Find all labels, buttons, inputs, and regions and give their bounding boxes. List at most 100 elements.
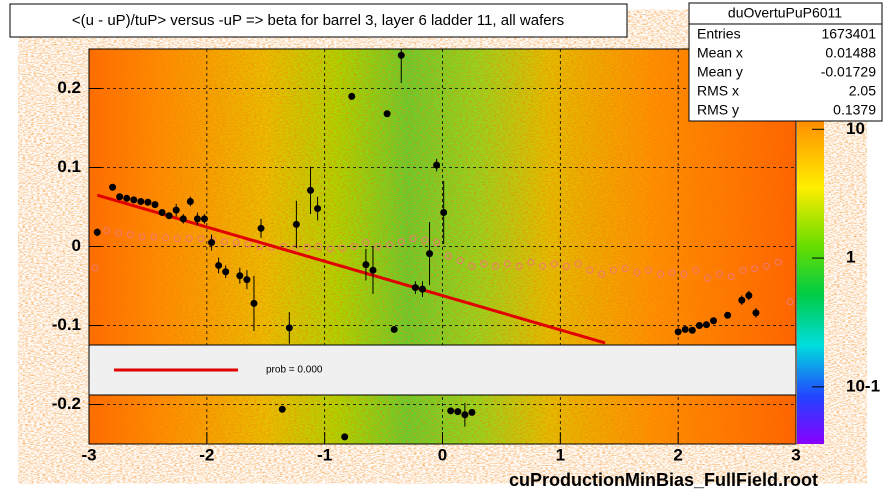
profile-point [409, 235, 417, 243]
stats-value: 0.1379 [833, 102, 876, 118]
data-point [130, 196, 138, 204]
data-point [208, 239, 216, 247]
stats-value: -0.01729 [821, 64, 876, 80]
data-point [695, 322, 703, 329]
data-point [307, 186, 315, 194]
stats-title: duOvertuPuP6011 [728, 5, 842, 21]
profile-point [515, 262, 523, 270]
profile-point [232, 239, 240, 247]
data-point [426, 250, 434, 258]
data-point [411, 284, 419, 292]
stats-value: 1673401 [821, 26, 876, 42]
y-tick-label: -0.1 [52, 315, 81, 334]
title-box [9, 3, 628, 38]
profile-point [350, 243, 358, 250]
profile-point [421, 236, 429, 244]
x-tick-label: -2 [199, 445, 214, 464]
data-point [383, 110, 391, 118]
stats-value: 2.05 [849, 83, 876, 99]
data-point [369, 266, 377, 274]
profile-point [327, 245, 335, 253]
profile-point [114, 229, 122, 237]
profile-point [633, 269, 641, 277]
profile-point [503, 260, 511, 268]
data-point [151, 201, 159, 209]
data-point [186, 197, 194, 205]
data-point [390, 325, 398, 333]
legend-label: prob = 0.000 [266, 365, 323, 376]
x-axis-label: cuProductionMinBias_FullField.root [509, 470, 818, 490]
data-point [314, 205, 322, 213]
z-tick-label: 10 [846, 119, 865, 138]
data-point [278, 405, 286, 413]
profile-point [550, 260, 558, 268]
stats-label: Mean y [697, 64, 743, 80]
data-point [243, 276, 251, 284]
profile-point [162, 234, 170, 242]
data-point [285, 324, 293, 332]
profile-point [397, 238, 405, 246]
data-point [397, 51, 405, 59]
data-point [165, 212, 173, 220]
profile-point [715, 270, 723, 278]
data-point [200, 215, 208, 223]
profile-point [91, 264, 99, 272]
profile-point [291, 244, 299, 252]
profile-point [751, 265, 759, 273]
data-point [681, 325, 689, 333]
data-point [116, 193, 124, 201]
profile-point [692, 266, 700, 274]
data-point [123, 194, 131, 202]
data-point [454, 408, 462, 416]
data-point [702, 321, 710, 329]
data-point [292, 220, 300, 228]
y-tick-label: 0 [72, 236, 81, 255]
profile-point [574, 260, 582, 268]
profile-point [362, 239, 370, 247]
profile-point [539, 262, 547, 270]
chart-title: <(u - uP)/tuP> versus -uP => beta for ba… [72, 12, 564, 29]
stats-label: Entries [697, 26, 741, 42]
profile-point [303, 243, 311, 251]
profile-point [786, 298, 794, 306]
profile-point [680, 270, 688, 278]
data-point [179, 215, 187, 223]
stats-label: Mean x [697, 45, 743, 61]
data-point [362, 261, 370, 269]
profile-point [444, 252, 452, 260]
x-tick-label: -3 [81, 445, 96, 464]
data-point [250, 299, 258, 307]
y-tick-label: 0.1 [57, 157, 81, 176]
profile-point [586, 266, 594, 274]
stats-label: RMS y [697, 102, 739, 118]
data-point [144, 198, 152, 206]
data-point [172, 206, 180, 214]
stats-label: RMS x [697, 83, 739, 99]
stats-box [688, 2, 883, 122]
profile-point [468, 262, 476, 270]
x-tick-label: -1 [317, 445, 332, 464]
profile-point [704, 274, 712, 282]
data-point [745, 291, 753, 299]
profile-point [645, 266, 653, 274]
profile-point [727, 273, 735, 281]
profile-point [480, 260, 488, 268]
data-point [418, 285, 426, 293]
z-tick-label: 1 [846, 248, 855, 267]
data-point [461, 411, 469, 419]
profile-point [739, 266, 747, 274]
profile-point [138, 233, 146, 241]
data-point [688, 326, 696, 334]
data-point [193, 215, 201, 223]
data-point [236, 272, 244, 280]
profile-point [374, 243, 382, 250]
x-tick-label: 1 [556, 445, 565, 464]
x-tick-label: 2 [673, 445, 682, 464]
y-tick-label: 0.2 [57, 78, 81, 97]
profile-point [173, 235, 181, 243]
data-point [440, 209, 448, 217]
z-tick-label: 10-1 [846, 376, 880, 395]
data-point [433, 161, 441, 169]
data-point [674, 328, 682, 336]
